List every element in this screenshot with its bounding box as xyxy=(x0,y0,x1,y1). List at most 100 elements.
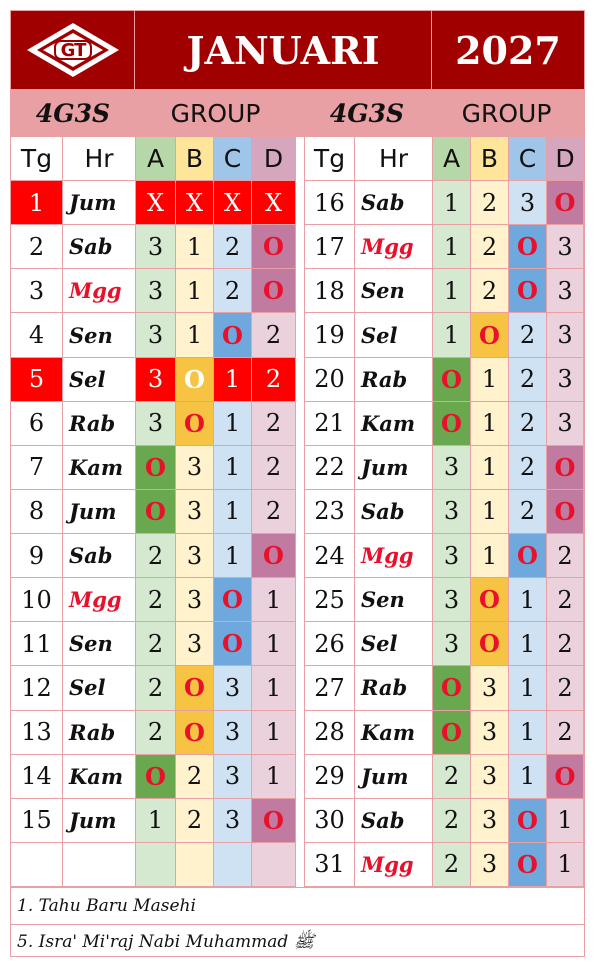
day-cell: Sen xyxy=(63,622,136,667)
group-c-shift-cell: 2 xyxy=(509,313,547,358)
group-b-shift-cell: 3 xyxy=(471,798,509,843)
date-cell: 5 xyxy=(11,357,63,402)
group-b-shift-cell: O xyxy=(176,666,214,711)
day-cell xyxy=(63,842,136,887)
group-c-shift-cell: O xyxy=(509,225,547,270)
group-d-shift-cell: O xyxy=(252,269,296,314)
group-b-shift-cell: 3 xyxy=(176,489,214,535)
group-a-column-bg xyxy=(433,137,471,887)
group-d-shift-cell: O xyxy=(547,181,584,226)
group-b-shift-cell: 3 xyxy=(176,622,214,667)
group-c-shift-cell: 3 xyxy=(214,710,252,755)
date-cell: 31 xyxy=(305,842,355,887)
calendar-header: GT JANUARI 2027 xyxy=(11,11,584,89)
column-header-a: A xyxy=(433,137,471,182)
column-header-b: B xyxy=(176,137,214,182)
group-a-shift-cell: 2 xyxy=(136,622,176,667)
date-cell: 9 xyxy=(11,534,63,579)
group-c-shift-cell: 2 xyxy=(509,445,547,490)
day-cell: Jum xyxy=(63,798,136,843)
group-d-shift-cell: 2 xyxy=(547,666,584,711)
right-shift-code: 4G3S xyxy=(329,98,405,128)
group-a-shift-cell: 3 xyxy=(433,622,471,667)
year-title: 2027 xyxy=(455,27,561,73)
logo-cell: GT xyxy=(11,11,135,89)
column-header-d: D xyxy=(547,137,584,182)
group-a-shift-cell: 2 xyxy=(136,578,176,623)
group-b-column-bg xyxy=(471,137,509,887)
group-b-shift-cell: 2 xyxy=(471,269,509,314)
group-b-shift-cell: 1 xyxy=(471,445,509,490)
date-cell: 28 xyxy=(305,710,355,755)
group-d-shift-cell: 2 xyxy=(252,445,296,490)
day-cell: Sab xyxy=(63,225,136,270)
group-a-shift-cell: 1 xyxy=(433,225,471,270)
date-cell: 7 xyxy=(11,445,63,490)
group-a-shift-cell: 2 xyxy=(136,710,176,755)
date-cell: 20 xyxy=(305,357,355,402)
group-c-shift-cell: 3 xyxy=(214,754,252,799)
date-cell: 22 xyxy=(305,445,355,490)
group-d-shift-cell: O xyxy=(252,225,296,270)
group-c-shift-cell: 2 xyxy=(509,357,547,402)
holiday-note: 1. Tahu Baru Masehi xyxy=(11,887,584,924)
group-b-shift-cell: O xyxy=(471,313,509,358)
column-header-hr: Hr xyxy=(355,137,433,182)
right-group-label: GROUP xyxy=(461,98,552,128)
group-b-shift-cell: 1 xyxy=(176,269,214,314)
group-c-shift-cell: 2 xyxy=(509,401,547,446)
group-b-shift-cell: O xyxy=(176,401,214,446)
group-b-shift-cell: 3 xyxy=(176,534,214,579)
group-a-shift-cell: 2 xyxy=(433,798,471,843)
group-b-shift-cell: 1 xyxy=(471,357,509,402)
group-d-shift-cell: 2 xyxy=(252,357,296,402)
group-d-shift-cell: 2 xyxy=(547,534,584,579)
group-d-shift-cell: 2 xyxy=(252,313,296,358)
group-a-shift-cell: 1 xyxy=(433,181,471,226)
day-cell: Jum xyxy=(63,181,136,226)
group-d-shift-cell xyxy=(252,842,296,887)
group-b-shift-cell: O xyxy=(176,357,214,402)
group-b-shift-cell: 3 xyxy=(471,710,509,755)
group-b-shift-cell: 2 xyxy=(176,798,214,843)
date-cell: 12 xyxy=(11,666,63,711)
holiday-note: 5. Isra' Mi'raj Nabi Muhammad ﷺ xyxy=(11,924,584,961)
group-c-shift-cell: 3 xyxy=(214,666,252,711)
day-cell: Kam xyxy=(63,754,136,799)
day-cell: Kam xyxy=(63,445,136,490)
group-a-shift-cell: 3 xyxy=(136,313,176,358)
date-cell xyxy=(11,842,63,887)
group-c-shift-cell: 1 xyxy=(214,445,252,490)
date-cell: 15 xyxy=(11,798,63,843)
group-b-column-bg xyxy=(176,137,214,887)
day-cell: Kam xyxy=(355,401,433,446)
group-c-shift-cell: O xyxy=(214,622,252,667)
group-c-shift-cell: 2 xyxy=(214,225,252,270)
date-cell: 2 xyxy=(11,225,63,270)
left-shift-code: 4G3S xyxy=(35,98,111,128)
group-d-shift-cell: O xyxy=(547,754,584,799)
month-title: JANUARI xyxy=(135,11,432,89)
group-a-shift-cell: 1 xyxy=(136,798,176,843)
date-cell: 27 xyxy=(305,666,355,711)
column-header-tg: Tg xyxy=(305,137,355,182)
group-d-shift-cell: 1 xyxy=(547,842,584,887)
group-c-shift-cell: 3 xyxy=(509,181,547,226)
group-d-shift-cell: 1 xyxy=(252,578,296,623)
day-cell: Mgg xyxy=(355,225,433,270)
day-cell: Mgg xyxy=(63,269,136,314)
group-c-shift-cell: 1 xyxy=(509,754,547,799)
group-d-shift-cell: O xyxy=(547,489,584,535)
group-a-shift-cell: 3 xyxy=(433,445,471,490)
group-b-shift-cell: 3 xyxy=(471,754,509,799)
diamond-logo-icon xyxy=(27,23,119,77)
day-cell: Sel xyxy=(63,357,136,402)
gt-logo: GT xyxy=(25,21,121,79)
group-c-column-bg xyxy=(214,137,252,887)
date-cell: 29 xyxy=(305,754,355,799)
day-cell: Sab xyxy=(63,534,136,579)
group-a-shift-cell: 3 xyxy=(433,489,471,535)
group-d-shift-cell: 3 xyxy=(547,313,584,358)
group-d-shift-cell: 2 xyxy=(252,401,296,446)
group-a-shift-cell: O xyxy=(433,357,471,402)
